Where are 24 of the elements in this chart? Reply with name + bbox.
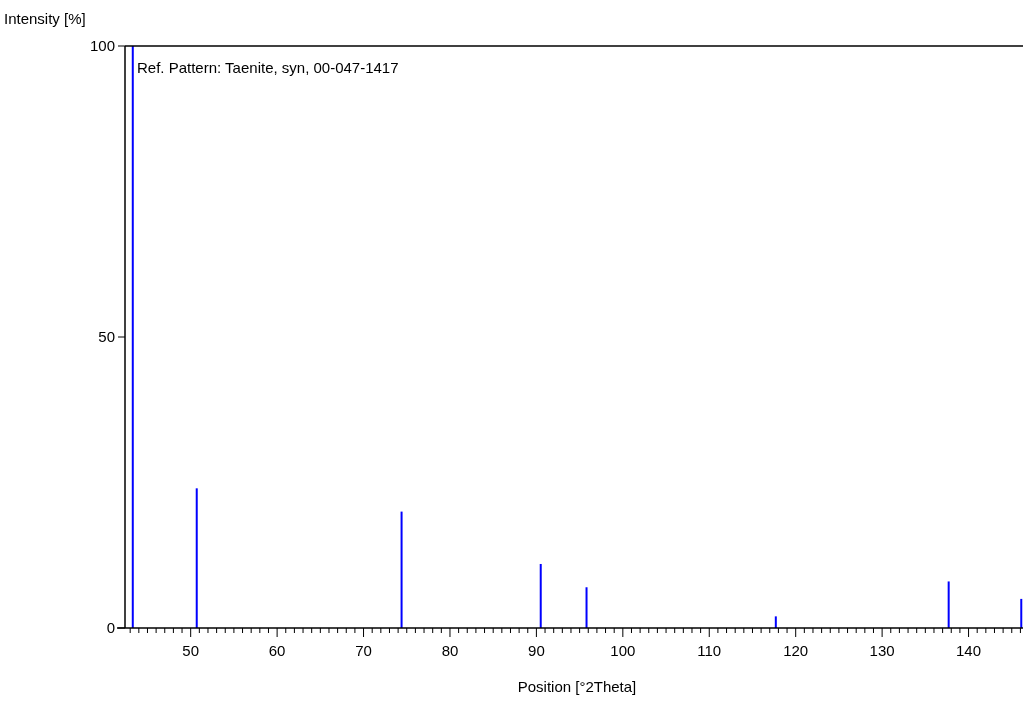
bar [947,581,950,628]
x-tick-label: 50 [182,642,200,659]
y-tick-label: 0 [106,619,115,637]
x-tick-label: 120 [783,642,809,659]
x-tick-label: 100 [610,642,636,659]
bar [131,46,134,628]
x-tick-label: 90 [528,642,545,659]
x-tick-label: 130 [869,642,895,659]
y-tick-label: 50 [98,328,115,346]
annotation: Ref. Pattern: Taenite, syn, 00-047-1417 [137,59,399,76]
bar [585,587,588,628]
x-tick-label: 110 [697,642,722,659]
bar [774,616,777,628]
x-axis-title: Position [°2Theta] [517,678,637,695]
bar [400,511,403,628]
bar [539,563,542,628]
y-tick-label: 100 [89,37,115,55]
x-tick-label: 60 [268,642,286,659]
x-tick-label: 140 [956,642,982,659]
x-tick-label: 70 [355,642,372,659]
x-tick-label: 80 [441,642,459,659]
bar [1020,598,1023,628]
bar [195,488,198,628]
y-axis-title: Intensity [%] [4,10,86,27]
